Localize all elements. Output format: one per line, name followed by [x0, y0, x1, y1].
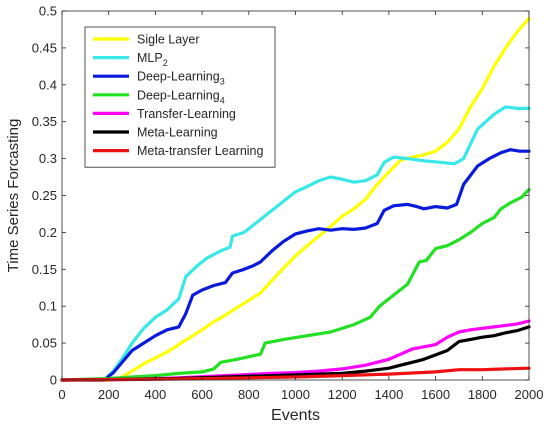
x-tick-label: 1800	[468, 387, 497, 402]
legend: Sigle Layer MLP2 Deep-Learning3Deep-Learni…	[84, 26, 276, 168]
series-line-2	[60, 148, 531, 382]
y-tick-label: 0.4	[39, 77, 57, 92]
y-tick-label: 0.5	[39, 4, 57, 19]
x-tick-label: 2000	[515, 387, 544, 402]
series-line-0	[60, 16, 531, 382]
legend-label: Deep-Learning3	[137, 70, 225, 87]
y-tick-label: 0.15	[32, 262, 57, 277]
y-tick-label: 0.45	[32, 40, 57, 55]
x-tick-label: 200	[98, 387, 120, 402]
y-tick-label: 0.1	[39, 299, 57, 314]
x-tick-label: 400	[145, 387, 167, 402]
x-tick-label: 800	[238, 387, 260, 402]
legend-label: Deep-Learning4	[137, 88, 225, 105]
y-axis-ticks: 0 0.05 0.1 0.15 0.2 0.25 0.3 0.35 0.4 0.45 0.5	[32, 4, 529, 388]
x-tick-label: 1200	[328, 387, 357, 402]
x-tick-label: 0	[58, 387, 65, 402]
series-layer	[60, 16, 531, 382]
series-line-4	[60, 319, 531, 382]
y-tick-label: 0.25	[32, 188, 57, 203]
y-tick-label: 0.05	[32, 336, 57, 351]
y-tick-label: 0	[50, 373, 57, 388]
y-tick-label: 0.35	[32, 114, 57, 129]
x-axis-ticks: 0 200 400 600 800 1000 1200 1400 1600 1800 2000	[58, 11, 543, 402]
legend-box	[84, 26, 276, 168]
y-tick-label: 0.2	[39, 225, 57, 240]
x-axis-label: Events	[271, 407, 320, 424]
x-tick-label: 1000	[281, 387, 310, 402]
series-line-6	[60, 366, 531, 382]
legend-label: Meta-transfer Learning	[137, 144, 264, 158]
x-tick-label: 1600	[421, 387, 450, 402]
series-line-1	[60, 105, 531, 382]
legend-label: Transfer-Learning	[137, 107, 236, 121]
y-axis-label: Time Series Forcasting	[5, 119, 22, 273]
y-tick-label: 0.3	[39, 151, 57, 166]
series-line-3	[60, 188, 531, 382]
legend-label: Meta-Learning	[137, 126, 218, 140]
x-tick-label: 600	[191, 387, 213, 402]
legend-label: MLP2	[137, 51, 168, 68]
legend-label: Sigle Layer	[137, 33, 200, 47]
x-tick-label: 1400	[374, 387, 403, 402]
